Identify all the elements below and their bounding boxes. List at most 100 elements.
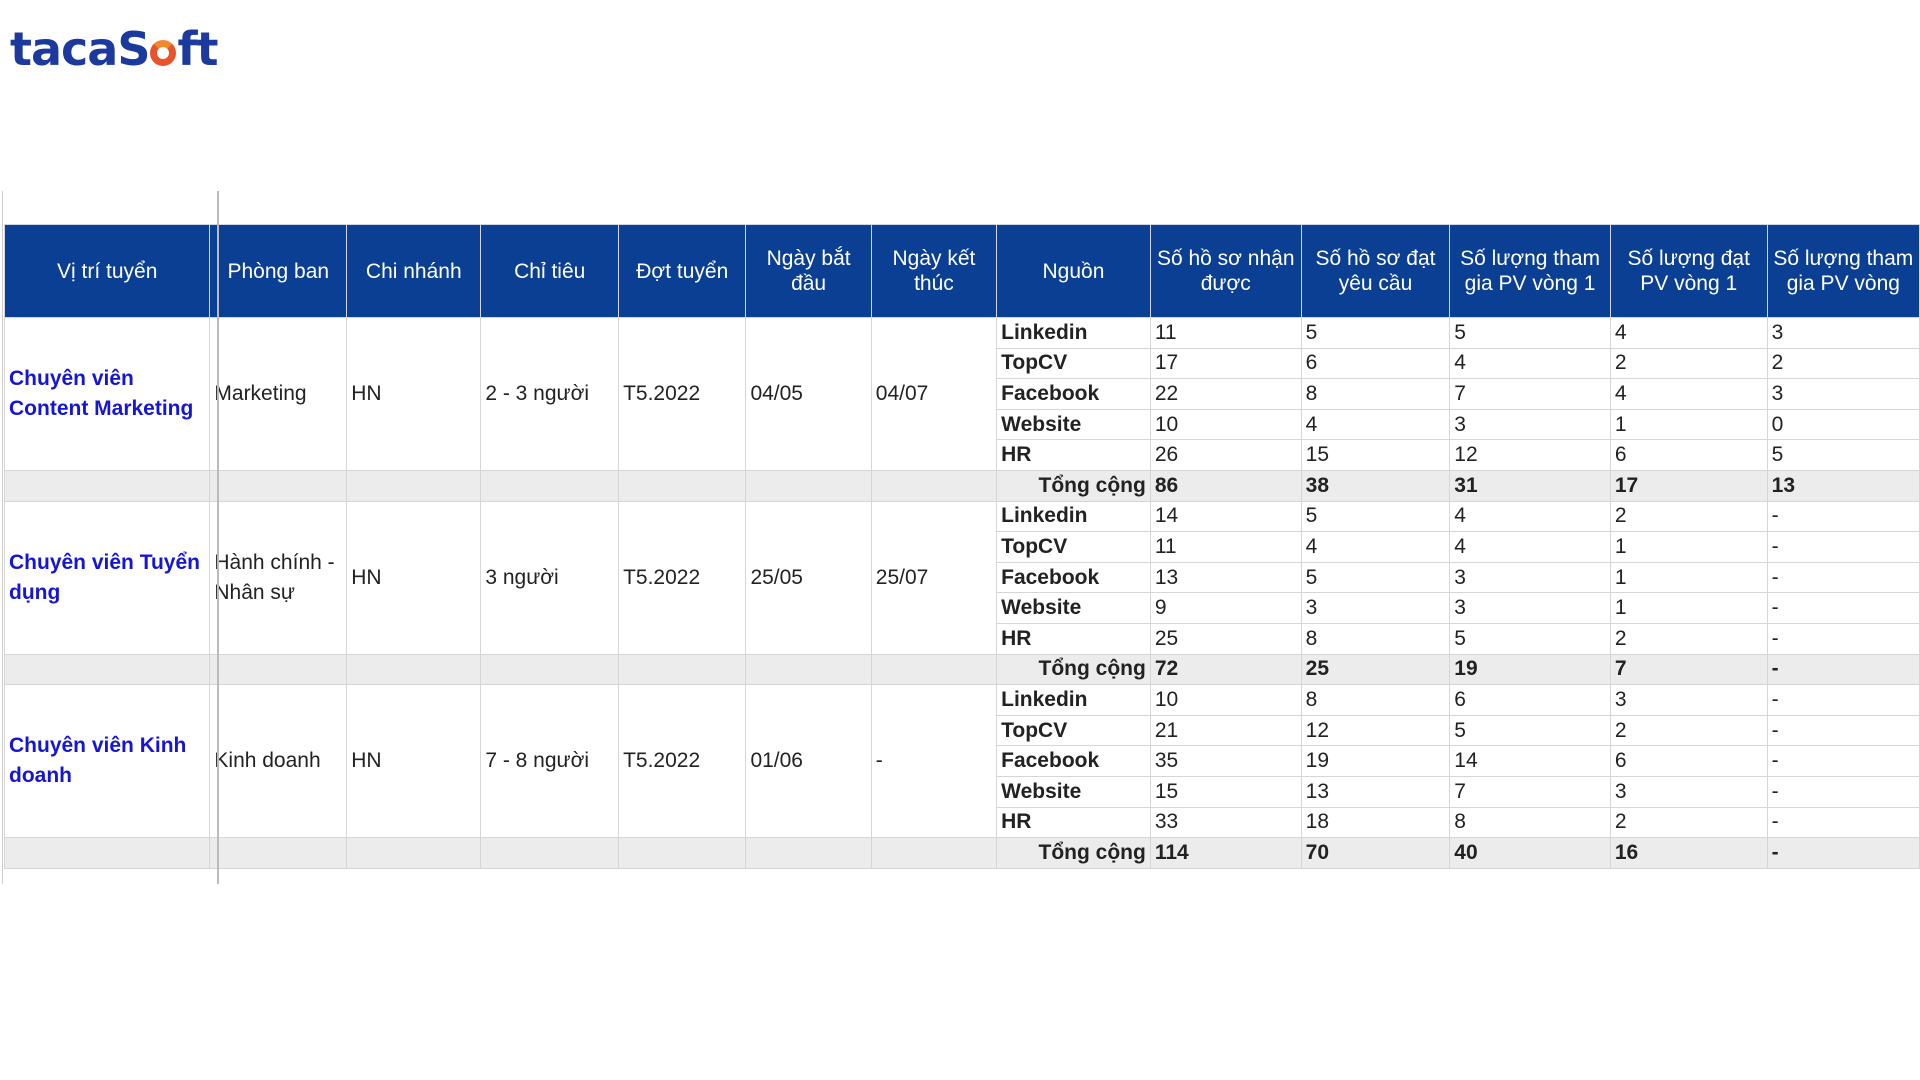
value-cell: 13 [1300, 775, 1451, 808]
value-cell: 18 [1300, 806, 1451, 839]
blank-cell [480, 653, 620, 686]
table-row: Chuyên viên Tuyển dụng Hành chính - Nhân … [3, 500, 1920, 655]
source-cell: TopCV [996, 347, 1151, 380]
value-cell: - [1766, 684, 1920, 716]
value-cell: 2 [1766, 347, 1920, 380]
value-cell: 0 [1766, 408, 1920, 441]
table-row: Chuyên viên Kinh doanh Kinh doanh HN 7 - 8 … [3, 684, 1920, 839]
value-cell: - [1766, 714, 1920, 747]
table-row: TopCV 21 12 5 2- [5, 714, 1920, 747]
end-date-cell: 04/07 [870, 317, 998, 471]
blank-cell [745, 653, 872, 686]
value-cell: 5 [1766, 439, 1920, 471]
column-header: Đợt tuyển [618, 224, 747, 318]
branch-cell: HN [346, 684, 482, 839]
total-label: Tổng cộng [996, 653, 1151, 686]
table-row: Facebook 35 19 14 6- [5, 745, 1920, 777]
value-cell: 14 [1449, 745, 1611, 777]
table-row: TopCV 11 4 4 1- [5, 531, 1920, 563]
target-cell: 3 người [480, 500, 620, 655]
column-header: Vị trí tuyển [3, 224, 211, 318]
blank-cell [870, 653, 998, 686]
blank-cell [346, 837, 482, 869]
blank-cell [480, 837, 620, 869]
value-cell: 3 [1609, 684, 1768, 716]
source-cell: TopCV [996, 531, 1151, 563]
value-cell: 25 [1149, 622, 1302, 655]
table-row: HR 26 15 12 6 5 [5, 439, 1920, 471]
column-header: Chi nhánh [346, 224, 482, 318]
blank-cell [3, 653, 211, 686]
table-row: TopCV 17 6 4 2 2 [5, 347, 1920, 380]
blank-cell [480, 469, 620, 502]
batch-cell: T5.2022 [618, 317, 747, 471]
column-header: Chỉ tiêu [480, 224, 620, 318]
value-cell: 10 [1149, 684, 1302, 716]
value-cell: 4 [1449, 500, 1611, 533]
blank-cell [3, 837, 211, 869]
value-cell: 3 [1766, 378, 1920, 410]
value-cell: - [1766, 775, 1920, 808]
total-row: Tổng cộng 114 70 40 16- [3, 837, 1920, 869]
value-cell: 2 [1609, 714, 1768, 747]
value-cell: - [1766, 500, 1920, 533]
value-cell: 7 [1449, 775, 1611, 808]
table-row: Website 9 3 3 1- [5, 592, 1920, 624]
value-cell: 1 [1609, 408, 1768, 441]
value-cell: 8 [1300, 378, 1451, 410]
value-cell: 1 [1609, 561, 1768, 594]
batch-cell: T5.2022 [618, 500, 747, 655]
value-cell: - [1766, 745, 1920, 777]
source-cell: HR [996, 622, 1151, 655]
sheet-edge-line [2, 191, 3, 884]
value-cell: 14 [1149, 500, 1302, 533]
column-header: Ngày bắt đầu [745, 224, 872, 318]
branch-cell: HN [346, 500, 482, 655]
blank-cell [209, 837, 348, 869]
start-date-cell: 04/05 [745, 317, 872, 471]
source-cell: Facebook [996, 378, 1151, 410]
total-value: 25 [1300, 653, 1451, 686]
end-date-cell: - [870, 684, 998, 839]
value-cell: 3 [1300, 592, 1451, 624]
value-cell: 4 [1300, 531, 1451, 563]
blank-cell [870, 469, 998, 502]
column-header: Số lượng tham gia PV vòng [1766, 224, 1920, 318]
position-cell: Chuyên viên Tuyển dụng [3, 500, 211, 655]
value-cell: 5 [1300, 317, 1451, 349]
blank-cell [745, 469, 872, 502]
column-header: Số lượng đạt PV vòng 1 [1609, 224, 1768, 318]
value-cell: 8 [1300, 622, 1451, 655]
value-cell: 3 [1449, 592, 1611, 624]
total-value: 40 [1449, 837, 1611, 869]
blank-cell [346, 653, 482, 686]
department-cell: Kinh doanh [209, 684, 348, 839]
header-row: Vị trí tuyển Phòng ban Chi nhánh Chỉ tiêu Đợ… [3, 224, 1920, 318]
column-header: Số lượng tham gia PV vòng 1 [1449, 224, 1611, 318]
total-row: Tổng cộng 86 38 31 17 13 [3, 469, 1920, 502]
value-cell: - [1766, 561, 1920, 594]
column-header: Nguồn [996, 224, 1151, 318]
value-cell: 4 [1609, 378, 1768, 410]
blank-cell [209, 469, 348, 502]
total-value: - [1766, 653, 1920, 686]
batch-cell: T5.2022 [618, 684, 747, 839]
source-cell: Facebook [996, 561, 1151, 594]
value-cell: 11 [1149, 317, 1302, 349]
source-cell: TopCV [996, 714, 1151, 747]
value-cell: 6 [1609, 745, 1768, 777]
table-row: Facebook 13 5 3 1- [5, 561, 1920, 594]
department-cell: Hành chính - Nhân sự [209, 500, 348, 655]
value-cell: 1 [1609, 531, 1768, 563]
value-cell: 26 [1149, 439, 1302, 471]
total-value: 7 [1609, 653, 1768, 686]
value-cell: 19 [1300, 745, 1451, 777]
total-value: 38 [1300, 469, 1451, 502]
target-cell: 2 - 3 người [480, 317, 620, 471]
value-cell: 17 [1149, 347, 1302, 380]
source-cell: HR [996, 439, 1151, 471]
value-cell: 15 [1149, 775, 1302, 808]
total-value: 17 [1609, 469, 1768, 502]
value-cell: 9 [1149, 592, 1302, 624]
value-cell: 22 [1149, 378, 1302, 410]
